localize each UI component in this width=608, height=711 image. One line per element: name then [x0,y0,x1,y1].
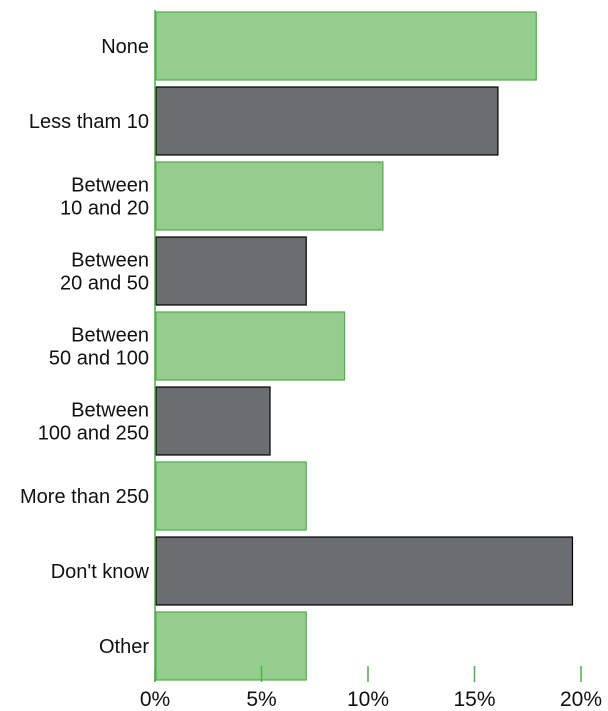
bar-8 [155,536,574,606]
bar-5 [155,311,346,381]
category-label-5: Between 50 and 100 [49,325,149,370]
category-label-8: Don't know [51,561,150,583]
bar-4 [155,236,307,306]
x-tick-label: 20% [560,688,602,711]
category-label-line: None [101,36,149,58]
category-label-1: None [101,36,149,58]
category-label-line: 50 and 100 [49,348,149,370]
category-label-line: Between [71,400,149,422]
category-label-3: Between 10 and 20 [60,175,149,220]
x-tick-label: 15% [453,688,495,711]
bar-9 [155,611,307,681]
category-label-4: Between 20 and 50 [60,250,149,295]
category-label-line: Between [71,175,149,197]
category-label-line: Other [99,636,149,658]
category-label-2: Less tham 10 [29,111,149,133]
bar-6 [155,386,271,456]
category-label-line: 100 and 250 [38,423,149,445]
axes [154,10,582,682]
bar-2 [155,86,499,156]
bar-1 [155,11,537,81]
category-label-line: 10 and 20 [60,198,149,220]
x-tick-label: 0% [140,688,170,711]
x-tick-label: 5% [246,688,276,711]
bar-7 [155,461,307,531]
bars [155,11,574,681]
category-label-line: 20 and 50 [60,273,149,295]
bar-3 [155,161,384,231]
x-tick-labels: 0% 5% 10% 15% 20% [140,688,602,711]
category-label-line: Don't know [51,561,150,583]
category-label-7: More than 250 [20,486,149,508]
category-label-line: Between [71,250,149,272]
x-tick-label: 10% [347,688,389,711]
category-label-9: Other [99,636,149,658]
category-label-line: Less tham 10 [29,111,149,133]
category-label-line: Between [71,325,149,347]
category-label-line: More than 250 [20,486,149,508]
category-label-6: Between 100 and 250 [38,400,149,445]
